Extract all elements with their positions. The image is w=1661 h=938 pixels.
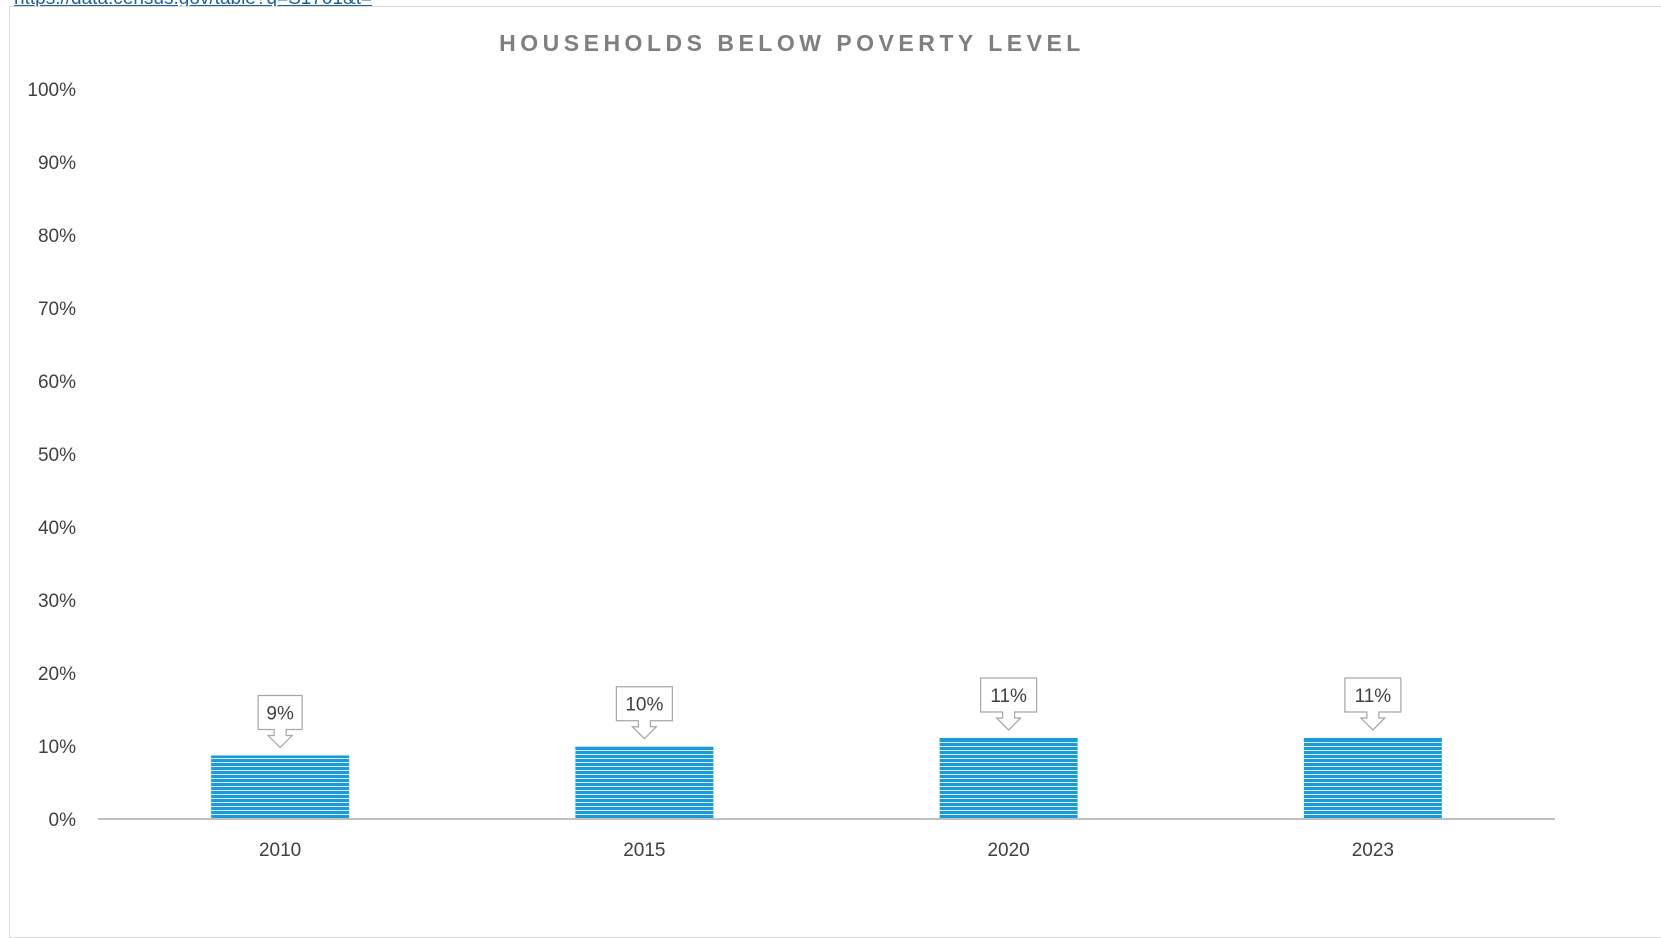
y-tick-label: 50% bbox=[38, 445, 76, 466]
y-tick-label: 100% bbox=[27, 80, 76, 101]
chart-area: HOUSEHOLDS BELOW POVERTY LEVEL 0% 10% 20% 3… bbox=[9, 6, 1661, 938]
data-label-callout bbox=[1344, 677, 1402, 731]
y-axis-ticks: 0% 10% 20% 30% 40% 50% 60% 70% 80% 90% 100% bbox=[27, 80, 76, 831]
source-link[interactable]: https://data.census.gov/table?q=S1701&t= bbox=[14, 0, 372, 10]
data-label-callout bbox=[257, 694, 303, 749]
y-tick-label: 60% bbox=[38, 372, 76, 393]
bar-top-edge bbox=[939, 737, 1078, 740]
bars-group bbox=[211, 737, 1442, 819]
data-label: 11% bbox=[990, 686, 1027, 707]
x-axis-ticks: 2010 2015 2020 2023 bbox=[259, 840, 1394, 861]
y-tick-label: 20% bbox=[38, 664, 76, 685]
chart-title: HOUSEHOLDS BELOW POVERTY LEVEL bbox=[499, 30, 1085, 56]
data-labels-group: 9% 10% 11% 11% bbox=[257, 677, 1402, 749]
data-label-callout bbox=[615, 686, 673, 740]
y-tick-label: 90% bbox=[38, 153, 76, 174]
y-tick-label: 80% bbox=[38, 226, 76, 247]
data-label: 10% bbox=[625, 695, 663, 716]
bar bbox=[1303, 737, 1442, 819]
bar-top-edge bbox=[1303, 737, 1442, 740]
data-label: 11% bbox=[1355, 686, 1392, 707]
bar-top-edge bbox=[575, 746, 714, 749]
bar bbox=[575, 746, 714, 819]
x-tick-label: 2020 bbox=[987, 840, 1029, 861]
y-tick-label: 70% bbox=[38, 299, 76, 320]
data-label-callout bbox=[980, 677, 1038, 731]
y-tick-label: 40% bbox=[38, 518, 76, 539]
x-tick-label: 2015 bbox=[623, 840, 665, 861]
data-label: 9% bbox=[266, 703, 294, 724]
y-tick-label: 0% bbox=[49, 810, 77, 831]
bar-chart: HOUSEHOLDS BELOW POVERTY LEVEL 0% 10% 20% 3… bbox=[27, 30, 1555, 861]
y-tick-label: 10% bbox=[38, 737, 76, 758]
x-tick-label: 2010 bbox=[259, 840, 301, 861]
y-tick-label: 30% bbox=[38, 591, 76, 612]
x-tick-label: 2023 bbox=[1352, 840, 1394, 861]
bar bbox=[939, 737, 1078, 819]
bar-top-edge bbox=[211, 755, 350, 758]
bar bbox=[211, 755, 350, 819]
